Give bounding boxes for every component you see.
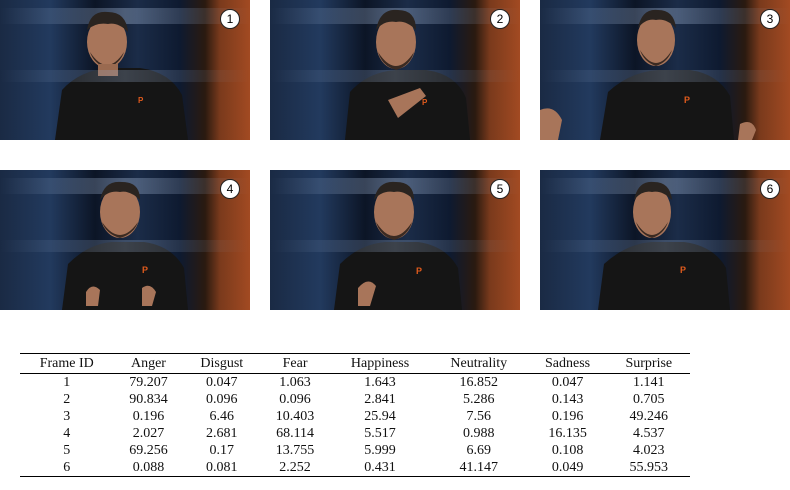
speaker-figure: P: [598, 181, 730, 310]
column-header: Neutrality: [430, 353, 528, 374]
table-cell: 3: [63, 409, 71, 424]
table-cell: 0.047: [206, 375, 238, 390]
table-cell: 69.256: [129, 443, 168, 458]
table-cell: 7.56: [466, 409, 492, 424]
table-row: 6 0.088 0.081 2.252 0.431 41.147 0.049 5…: [20, 459, 690, 477]
svg-text:P: P: [416, 266, 422, 276]
table-cell: 2.841: [364, 392, 396, 407]
table-row: 2 90.834 0.096 0.096 2.841 5.286 0.143 0…: [20, 391, 690, 408]
table-cell: 16.135: [548, 426, 587, 441]
frame-number-badge: 1: [220, 9, 240, 29]
table-row: 1 79.207 0.047 1.063 1.643 16.852 0.047 …: [20, 374, 690, 392]
table-cell: 6: [20, 459, 114, 477]
table-cell: 5: [63, 443, 71, 458]
speaker-figure: P: [55, 11, 188, 140]
table-cell: 0.081: [183, 459, 261, 477]
table-row: 5 69.256 0.17 13.755 5.999 6.69 0.108 4.…: [20, 442, 690, 459]
video-frame-1: P 1: [0, 0, 250, 140]
video-frame-2: P 2: [270, 0, 520, 140]
speaker-figure: P: [334, 181, 462, 310]
table-cell: 5.517: [364, 426, 396, 441]
video-frame-6: P 6: [540, 170, 790, 310]
column-header: Anger: [113, 353, 184, 374]
video-frame-3: P 3: [540, 0, 790, 140]
table-cell: 1: [63, 375, 71, 390]
column-header: Sadness: [527, 353, 608, 374]
svg-text:P: P: [142, 265, 148, 275]
table-cell: 2: [63, 392, 71, 407]
emotion-scores-table: Frame ID Anger Disgust Fear Happiness Ne…: [20, 353, 690, 477]
table-cell: 5.999: [364, 443, 396, 458]
table-cell: 0.049: [527, 459, 608, 477]
frame-number-badge: 5: [490, 179, 510, 199]
table-cell: 6.46: [209, 409, 235, 424]
table-cell: 0.196: [551, 409, 584, 424]
column-header: Surprise: [607, 353, 690, 374]
table-cell: 0.088: [113, 459, 184, 477]
table-cell: 0.431: [330, 459, 430, 477]
speaker-figure: P: [62, 181, 188, 310]
speaker-figure: P: [345, 9, 470, 140]
table-cell: 1.063: [279, 375, 311, 390]
table-cell: 0.047: [551, 375, 584, 390]
table-row: 4 2.027 2.681 68.114 5.517 0.988 16.135 …: [20, 425, 690, 442]
table-cell: 10.403: [275, 409, 315, 424]
table-cell: 4: [63, 426, 71, 441]
table-header-row: Frame ID Anger Disgust Fear Happiness Ne…: [20, 353, 690, 374]
table-cell: 68.114: [276, 426, 315, 441]
column-header: Disgust: [183, 353, 261, 374]
table-cell: 2.681: [206, 426, 238, 441]
video-frame-4: P 4: [0, 170, 250, 310]
table-cell: 5.286: [463, 392, 495, 407]
video-frame-5: P 5: [270, 170, 520, 310]
frame-number-badge: 6: [760, 179, 780, 199]
table-cell: 16.852: [459, 375, 499, 390]
table-cell: 0.096: [206, 392, 238, 407]
table-cell: 4.537: [633, 426, 665, 441]
column-header: Happiness: [330, 353, 430, 374]
table-cell: 0.096: [279, 392, 311, 407]
video-frames-grid: P 1 P 2 P 3: [0, 0, 790, 310]
table-cell: 0.705: [633, 392, 665, 407]
svg-text:P: P: [422, 98, 428, 107]
table-cell: 49.246: [629, 409, 669, 424]
table-cell: 1.643: [364, 375, 396, 390]
table-cell: 0.17: [209, 443, 235, 458]
table-cell: 0.143: [551, 392, 584, 407]
table-cell: 13.755: [275, 443, 315, 458]
svg-text:P: P: [138, 96, 144, 105]
table-row: 3 0.196 6.46 10.403 25.94 7.56 0.196 49.…: [20, 408, 690, 425]
table-cell: 0.108: [551, 443, 584, 458]
frame-number-badge: 4: [220, 179, 240, 199]
table-cell: 1.141: [633, 375, 665, 390]
table-cell: 79.207: [129, 375, 168, 390]
table-cell: 2.027: [132, 426, 165, 441]
column-header: Fear: [260, 353, 331, 374]
table-cell: 4.023: [633, 443, 665, 458]
table-cell: 90.834: [129, 392, 168, 407]
table-cell: 41.147: [430, 459, 528, 477]
svg-text:P: P: [684, 95, 690, 105]
table-cell: 2.252: [260, 459, 331, 477]
column-header: Frame ID: [20, 353, 114, 374]
frame-number-badge: 2: [490, 9, 510, 29]
table-cell: 0.196: [132, 409, 165, 424]
frame-number-badge: 3: [760, 9, 780, 29]
table-cell: 0.988: [463, 426, 495, 441]
table-cell: 55.953: [607, 459, 690, 477]
table-cell: 6.69: [466, 443, 492, 458]
svg-text:P: P: [680, 265, 686, 275]
table-cell: 25.94: [364, 409, 396, 424]
speaker-figure: P: [540, 9, 756, 140]
